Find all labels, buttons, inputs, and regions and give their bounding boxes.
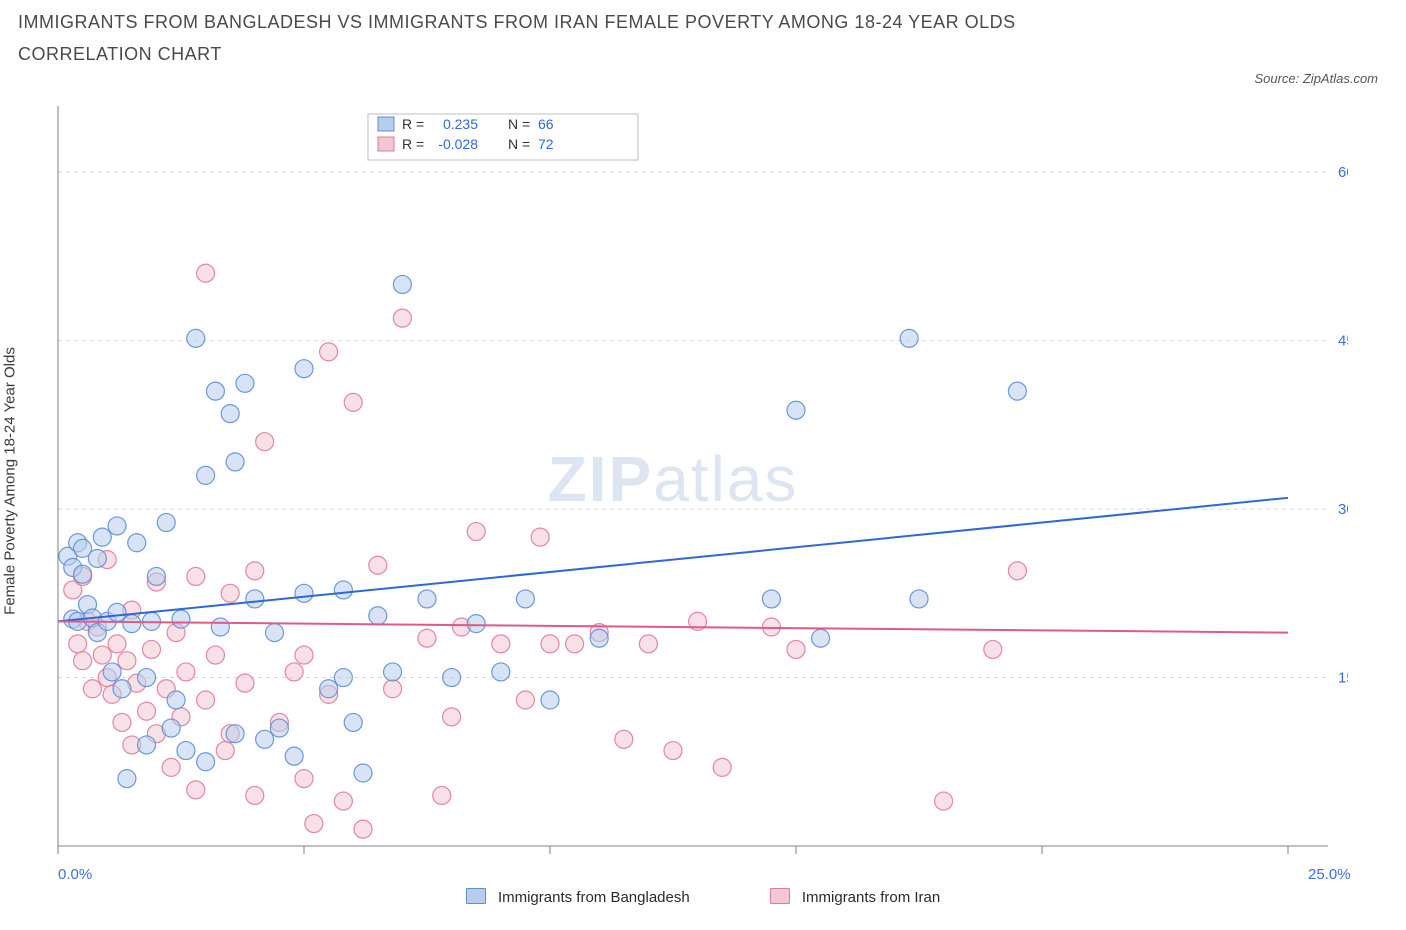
source-label: Source: ZipAtlas.com bbox=[1254, 71, 1388, 92]
legend-label: Immigrants from Iran bbox=[802, 889, 940, 906]
legend-swatch-icon bbox=[466, 888, 486, 904]
svg-text:N =: N = bbox=[508, 116, 530, 132]
x-axis-min-label: 0.0% bbox=[58, 866, 92, 883]
legend-label: Immigrants from Bangladesh bbox=[498, 889, 690, 906]
legend-item-iran: Immigrants from Iran bbox=[770, 888, 941, 906]
svg-text:-0.028: -0.028 bbox=[438, 136, 478, 152]
bottom-legend: Immigrants from Bangladesh Immigrants fr… bbox=[0, 888, 1406, 906]
svg-text:45.0%: 45.0% bbox=[1338, 332, 1348, 349]
svg-text:72: 72 bbox=[538, 136, 554, 152]
x-axis-end-labels: 0.0% 25.0% bbox=[18, 866, 1388, 886]
x-axis-max-label: 25.0% bbox=[1308, 866, 1351, 883]
legend-swatch-icon bbox=[770, 888, 790, 904]
y-axis-label: Female Poverty Among 18-24 Year Olds bbox=[2, 347, 19, 615]
svg-text:R =: R = bbox=[402, 136, 424, 152]
chart-header: IMMIGRANTS FROM BANGLADESH VS IMMIGRANTS… bbox=[0, 0, 1406, 92]
chart-title: IMMIGRANTS FROM BANGLADESH VS IMMIGRANTS… bbox=[18, 6, 1118, 71]
svg-text:60.0%: 60.0% bbox=[1338, 164, 1348, 181]
svg-text:30.0%: 30.0% bbox=[1338, 501, 1348, 518]
svg-text:ZIPatlas: ZIPatlas bbox=[548, 443, 799, 515]
svg-text:R =: R = bbox=[402, 116, 424, 132]
legend-item-bangladesh: Immigrants from Bangladesh bbox=[466, 888, 690, 906]
chart-container: Female Poverty Among 18-24 Year Olds 15.… bbox=[18, 96, 1388, 866]
svg-text:0.235: 0.235 bbox=[443, 116, 478, 132]
svg-text:66: 66 bbox=[538, 116, 554, 132]
svg-text:15.0%: 15.0% bbox=[1338, 669, 1348, 686]
scatter-chart: 15.0% 30.0% 45.0% 60.0% ZIPatlas R = 0.235 N = 6… bbox=[18, 96, 1348, 866]
svg-text:N =: N = bbox=[508, 136, 530, 152]
